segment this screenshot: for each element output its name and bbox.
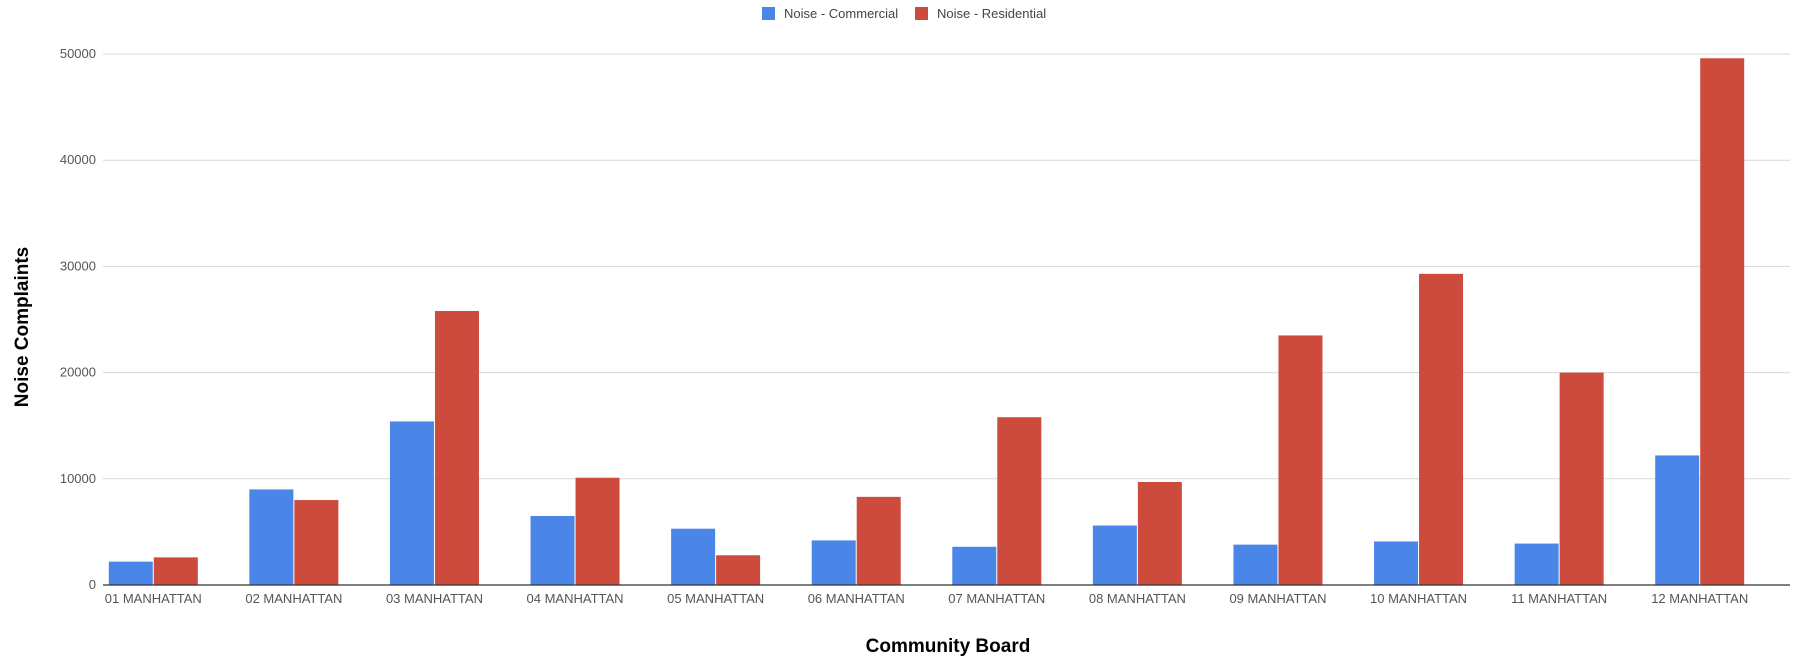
bar-residential	[716, 555, 761, 585]
x-axis-title: Community Board	[866, 636, 1031, 656]
bar-commercial	[1233, 544, 1278, 585]
x-tick-label: 07 MANHATTAN	[948, 591, 1045, 606]
bar-residential	[575, 477, 620, 585]
x-tick-label: 10 MANHATTAN	[1370, 591, 1467, 606]
x-tick-label: 05 MANHATTAN	[667, 591, 764, 606]
bar-residential	[1137, 481, 1182, 585]
bars	[108, 58, 1745, 586]
x-tick-label: 09 MANHATTAN	[1229, 591, 1326, 606]
x-tick-label: 08 MANHATTAN	[1089, 591, 1186, 606]
y-tick-label: 30000	[60, 258, 96, 273]
x-tick-label: 12 MANHATTAN	[1651, 591, 1748, 606]
legend-swatch	[915, 7, 928, 20]
bar-commercial	[671, 528, 716, 585]
bar-residential	[294, 500, 339, 585]
bar-commercial	[811, 540, 856, 585]
bar-commercial	[1655, 455, 1700, 585]
y-axis-title: Noise Complaints	[12, 247, 33, 407]
bar-commercial	[249, 489, 294, 585]
y-tick-label: 0	[89, 577, 96, 592]
x-axis-ticks: 01 MANHATTAN 02 MANHATTAN 03 MANHATTAN 04 M…	[105, 591, 1748, 606]
bar-residential	[1559, 372, 1604, 585]
bar-residential	[1419, 273, 1464, 585]
y-tick-label: 50000	[60, 46, 96, 61]
bar-residential	[153, 557, 198, 585]
bar-residential	[1278, 335, 1323, 585]
y-tick-label: 20000	[60, 365, 96, 380]
bar-commercial	[1374, 541, 1419, 585]
legend-label: Noise - Commercial	[784, 6, 898, 21]
bar-residential	[1700, 58, 1745, 586]
bar-commercial	[108, 561, 153, 585]
legend-label: Noise - Residential	[937, 6, 1046, 21]
bar-commercial	[1514, 543, 1559, 585]
bar-commercial	[952, 546, 997, 585]
x-tick-label: 01 MANHATTAN	[105, 591, 202, 606]
x-tick-label: 04 MANHATTAN	[527, 591, 624, 606]
y-axis-ticks: 0 10000 20000 30000 40000 50000	[60, 46, 96, 592]
bar-residential	[434, 311, 479, 585]
y-tick-label: 10000	[60, 471, 96, 486]
legend: Noise - Commercial Noise - Residential	[762, 6, 1046, 21]
y-tick-label: 40000	[60, 152, 96, 167]
bar-commercial	[530, 515, 575, 585]
x-tick-label: 03 MANHATTAN	[386, 591, 483, 606]
x-tick-label: 11 MANHATTAN	[1511, 591, 1607, 606]
x-tick-label: 06 MANHATTAN	[808, 591, 905, 606]
bar-commercial	[1092, 525, 1137, 585]
bar-residential	[997, 417, 1042, 585]
bar-residential	[856, 496, 901, 585]
gridlines	[103, 53, 1790, 480]
x-tick-label: 02 MANHATTAN	[245, 591, 342, 606]
legend-swatch	[762, 7, 775, 20]
bar-commercial	[389, 421, 434, 585]
